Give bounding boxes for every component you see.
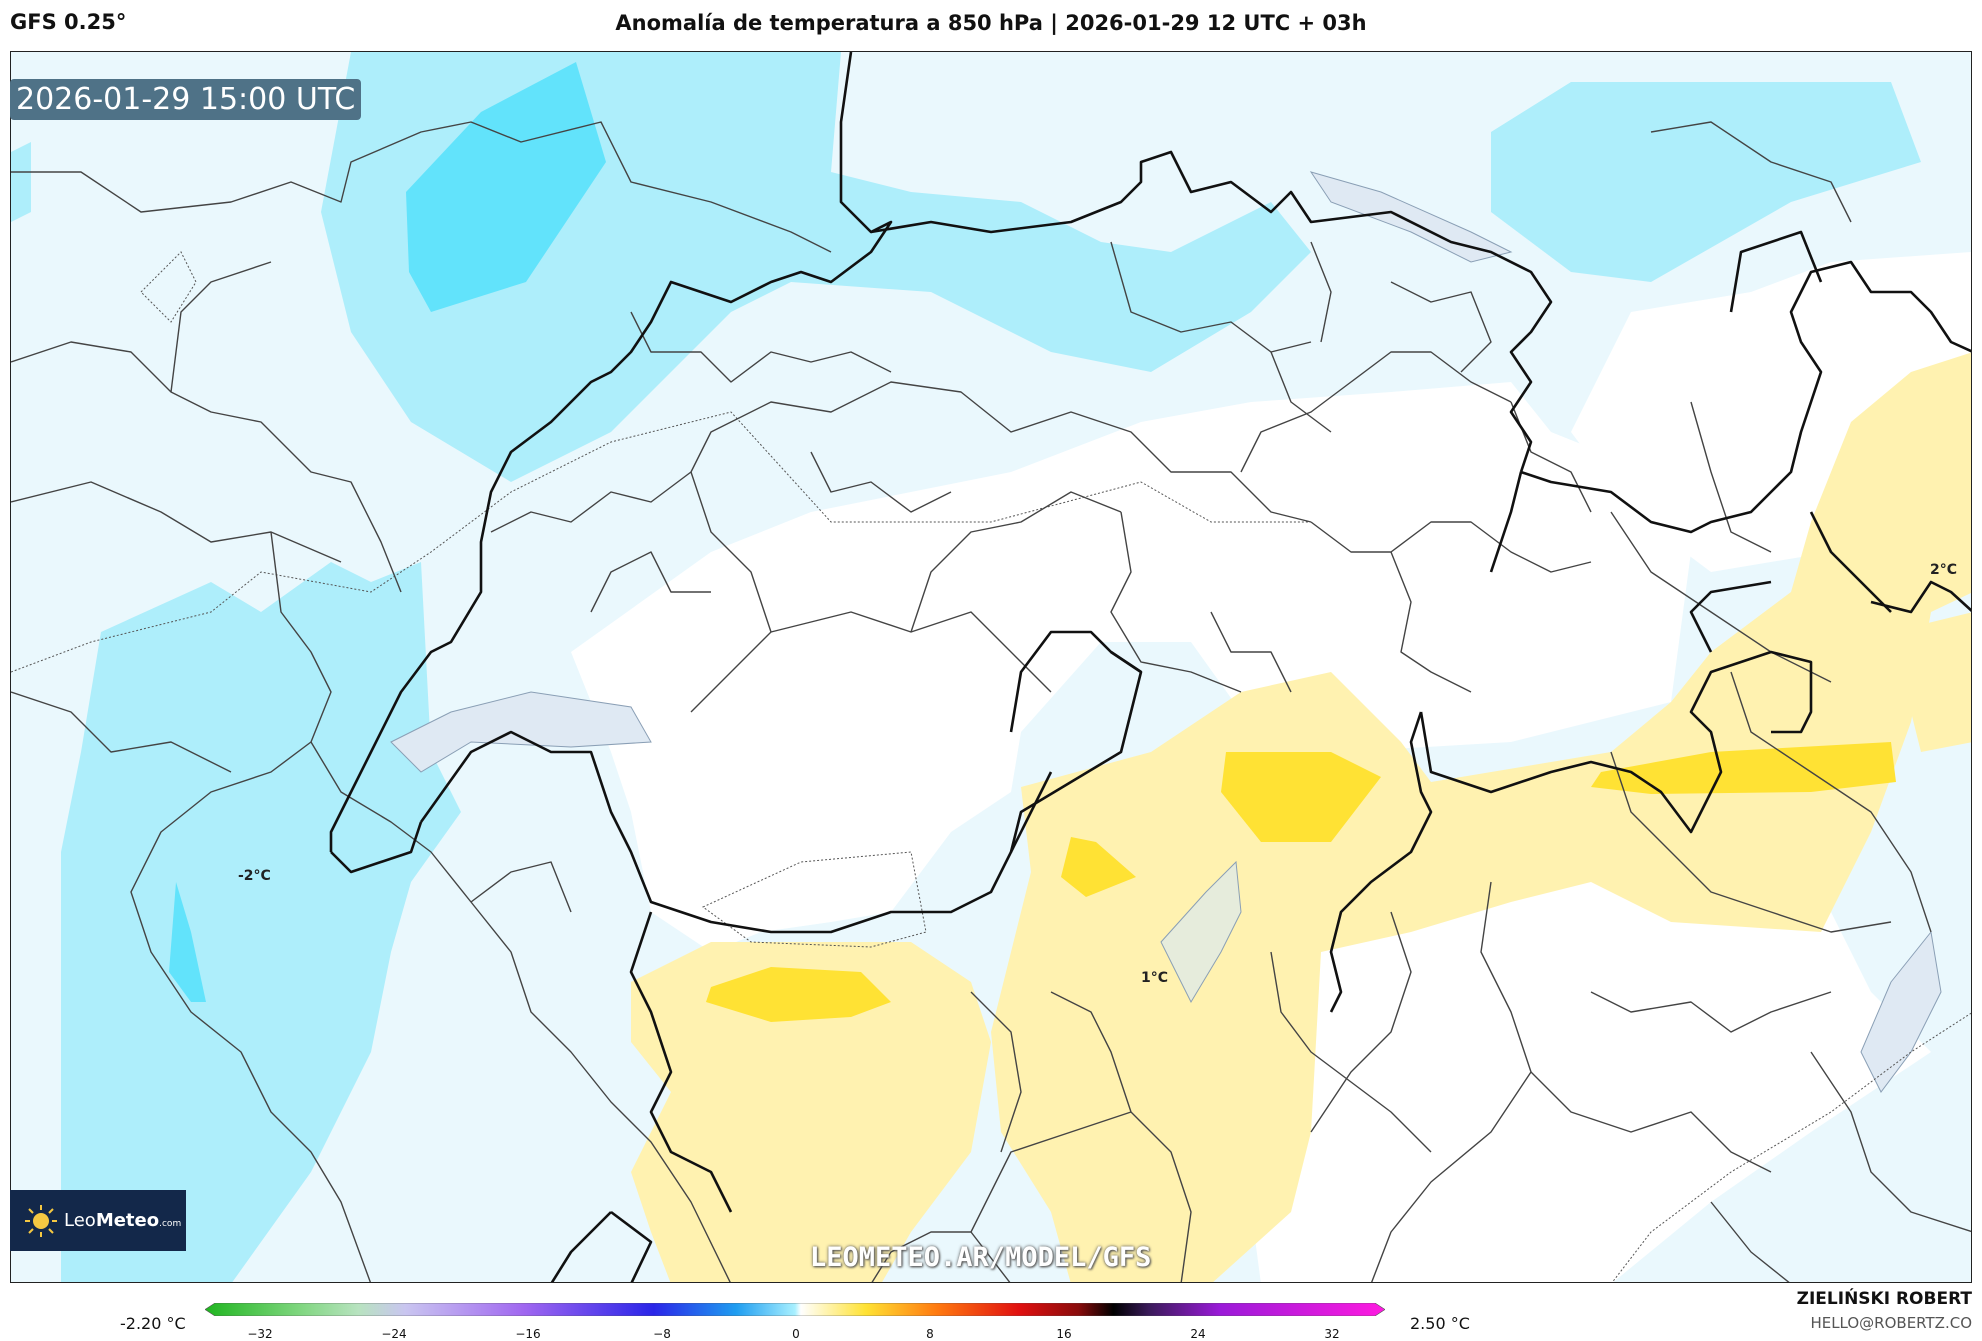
yellow-region-1 [1221,752,1381,842]
map-area[interactable] [10,51,1972,1283]
light-yellow-region-sw [631,942,991,1282]
sun-icon [25,1204,57,1237]
color-scale-bar [205,1303,1385,1316]
valid-time-badge: 2026-01-29 15:00 UTC [10,79,362,120]
lake-west [390,691,652,773]
scale-tick: −24 [381,1327,407,1341]
lake-south [1160,860,1242,1004]
white-region-east [1571,252,1971,572]
author-name: ZIELIŃSKI ROBERT [1796,1289,1972,1309]
scale-tick: 32 [1324,1327,1340,1341]
dotted-contour-1 [702,851,927,948]
scale-tick: 24 [1190,1327,1206,1341]
contour-label-minus2: -2°C [238,868,271,884]
model-label: GFS 0.25° [10,10,127,34]
dotted-contour-3 [140,251,197,323]
contour-label-1: 1°C [1141,970,1169,986]
author-email[interactable]: HELLO@ROBERTZ.CO [1810,1314,1972,1332]
scale-tick: 16 [1056,1327,1072,1341]
mid-blue-region-west [169,882,206,1002]
light-blue-region-ne [1491,82,1921,282]
contour-label-2: 2°C [1930,562,1958,578]
logo-text: LeoMeteo.com [64,1210,182,1231]
scale-tick: −16 [515,1327,541,1341]
regional-borders [11,121,1971,1282]
white-region-south [1241,872,1931,1282]
lake-north [1309,171,1513,263]
light-blue-region-nw [11,142,31,222]
light-yellow-region-se [1891,612,1971,752]
yellow-region-2 [1591,742,1896,794]
chart-title: Anomalía de temperatura a 850 hPa | 2026… [615,11,1367,35]
yellow-region-3 [1061,837,1136,897]
temperature-anomaly-map [11,52,1971,1282]
scale-tick: −32 [247,1327,273,1341]
yellow-region-4 [706,967,891,1022]
leometeo-logo[interactable]: LeoMeteo.com [10,1190,186,1251]
watermark-url: LEOMETEO.AR/MODEL/GFS [810,1242,1152,1273]
mid-blue-region-north [406,62,606,312]
scale-min-value: -2.20 °C [120,1314,186,1333]
scale-tick: 8 [926,1327,934,1341]
dotted-contour-2 [11,411,1311,673]
scale-tick: −8 [653,1327,671,1341]
light-blue-region-west [61,562,461,1282]
scale-max-value: 2.50 °C [1410,1314,1470,1333]
white-region-central [571,382,1691,952]
scale-tick: 0 [792,1327,800,1341]
light-yellow-region-central [991,352,1971,1282]
national-borders [329,52,1971,1282]
